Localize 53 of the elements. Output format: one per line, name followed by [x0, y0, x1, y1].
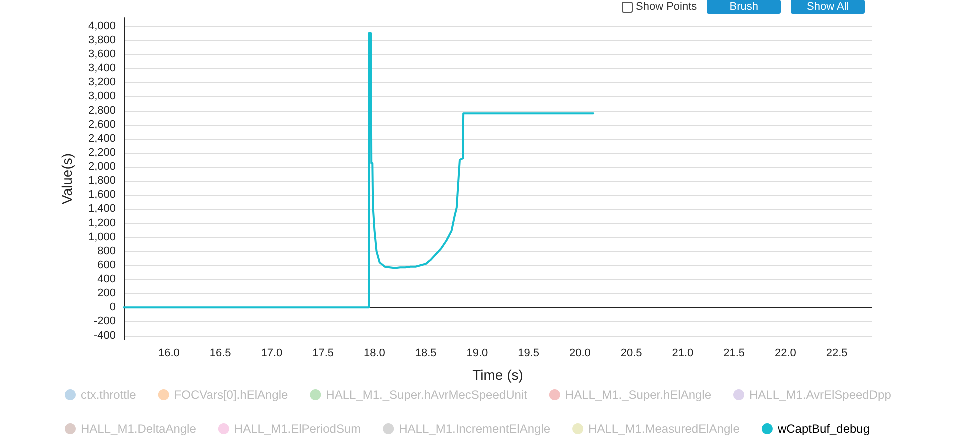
- legend-label: HALL_M1.MeasuredElAngle: [588, 422, 740, 436]
- y-tick-label: 3,400: [88, 62, 116, 75]
- y-tick-label: 3,200: [88, 76, 116, 89]
- y-tick-label: 4,000: [88, 20, 116, 32]
- legend-label: HALL_M1.DeltaAngle: [81, 422, 197, 436]
- x-tick-label: 22.0: [774, 348, 796, 360]
- y-tick-label: 600: [98, 259, 116, 272]
- x-tick-label: 17.5: [312, 348, 334, 360]
- legend-label: HALL_M1.ElPeriodSum: [234, 422, 362, 436]
- y-tick-label: 1,200: [88, 217, 116, 230]
- x-tick-label: 19.0: [466, 348, 488, 360]
- button: Brush: [707, 0, 782, 14]
- legend-label: FOCVars[0].hElAngle: [174, 388, 289, 402]
- y-tick-label: 1,800: [88, 175, 116, 188]
- y-tick-label: -400: [94, 330, 116, 342]
- legend-label: wCaptBuf_debug: [776, 422, 870, 436]
- x-tick-label: 19.5: [518, 348, 540, 360]
- y-tick-label: 200: [98, 288, 116, 300]
- legend-label: ctx.throttle: [81, 388, 137, 402]
- y-tick-label: 3,000: [88, 90, 116, 103]
- y-tick-label: 2,200: [88, 146, 116, 159]
- legend-label: HALL_M1._Super.hElAngle: [565, 388, 712, 402]
- x-tick-label: 22.5: [826, 348, 848, 360]
- x-tick-label: 20.5: [620, 348, 642, 360]
- text: Show Points: [636, 1, 698, 13]
- line-series: [123, 32, 595, 309]
- y-tick-label: -200: [94, 316, 116, 328]
- y-tick-label: 1,400: [88, 203, 116, 216]
- legend-label: HALL_M1.IncrementElAngle: [399, 422, 551, 436]
- y-tick-label: 2,400: [88, 132, 116, 145]
- x-tick-label: 21.0: [672, 348, 694, 360]
- x-tick-label: 18.5: [415, 348, 437, 360]
- y-tick-label: 0: [110, 302, 116, 314]
- x-tick-label: 17.0: [261, 348, 283, 360]
- y-tick-label: 400: [98, 274, 116, 286]
- y-tick-label: 3,600: [88, 48, 116, 61]
- y-tick-label: 1,600: [88, 189, 116, 202]
- y-tick-label: 1,000: [88, 231, 116, 244]
- x-tick-label: 16.5: [210, 348, 232, 360]
- legend-label: HALL_M1.AvrElSpeedDpp: [750, 388, 892, 402]
- legend-label: HALL_M1._Super.hAvrMecSpeedUnit: [326, 388, 528, 402]
- x-axis-title: Time (s): [472, 367, 524, 383]
- x-tick-label: 20.0: [569, 348, 591, 360]
- y-tick-label: 2,800: [88, 104, 116, 117]
- y-tick-label: 2,000: [88, 161, 116, 174]
- y-tick-label: 3,800: [88, 34, 116, 46]
- x-tick-label: 21.5: [724, 348, 746, 360]
- y-tick-label: 2,600: [88, 118, 116, 131]
- y-tick-label: 800: [98, 245, 116, 258]
- x-tick-label: 18.0: [364, 348, 386, 360]
- button: Show All: [791, 0, 866, 14]
- y-axis-title: Value(s): [59, 153, 75, 205]
- x-tick-label: 16.0: [158, 348, 180, 360]
